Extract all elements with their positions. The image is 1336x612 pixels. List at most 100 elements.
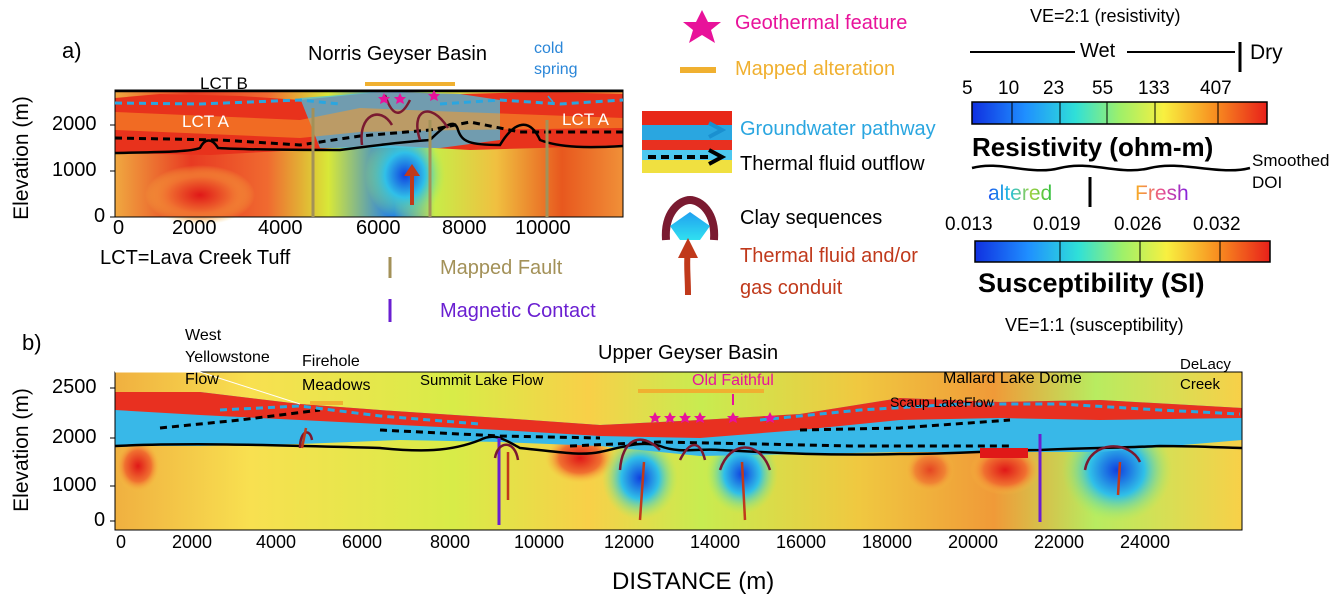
panel-a-ytick-2000-label: 2000	[52, 113, 97, 135]
resistivity-colorbar-ticks	[1011, 102, 1219, 124]
panel-b-alteration-old-faithful	[638, 389, 764, 393]
colorbar-graphics	[970, 42, 1271, 263]
panel-b-thermal-outflow-path	[159, 408, 1011, 448]
res-tick-5: 5	[962, 78, 973, 99]
panel-a-letter: a)	[62, 38, 82, 63]
panel-a-xtick-2000: 2000	[172, 217, 217, 239]
panel-b-alteration-firehole	[310, 401, 343, 405]
resistivity-title: Resistivity (ohm-m)	[972, 132, 1214, 162]
legend-conduit-label: Thermal fluid and/or gas conduit	[740, 245, 918, 299]
legend-alteration-label: Mapped alteration	[735, 58, 896, 80]
resistivity-colorbar	[971, 101, 1268, 125]
legend-geothermal-label: Geothermal feature	[735, 12, 908, 34]
lct-a-left-label: LCT A	[182, 112, 229, 131]
susceptibility-colorbar-ticks	[1059, 241, 1221, 262]
panel-b-xtick-10000: 10000	[514, 532, 565, 552]
panel-b-xtick-2000: 2000	[172, 532, 213, 552]
smoothed-doi-line	[971, 164, 1251, 172]
sus-tick-0026: 0.026	[1114, 214, 1162, 235]
panel-a-ytick-1000-label: 1000	[52, 159, 97, 181]
panel-a-thermal-outflow-path	[114, 120, 623, 147]
old-faithful-label: Old Faithful	[692, 372, 774, 389]
cold-spring-pointer	[547, 95, 554, 103]
firehole-label: Firehole Meadows	[302, 353, 371, 394]
panel-b-ylabel: Elevation (m)	[10, 388, 33, 512]
wet-label: Wet	[1080, 40, 1116, 62]
panel-a-base-contact-line	[114, 122, 624, 155]
panel-a-xtick-6000: 6000	[356, 217, 401, 239]
ve-resistivity-label: VE=2:1 (resistivity)	[1030, 6, 1181, 26]
panel-b-xtick-14000: 14000	[690, 532, 741, 552]
panel-b-xtick-8000: 8000	[430, 532, 471, 552]
summit-lake-label: Summit Lake Flow	[420, 372, 544, 389]
panel-b-anomaly-1	[116, 440, 160, 492]
susceptibility-title: Susceptibility (SI)	[978, 268, 1205, 298]
mallard-lake-label: Mallard Lake Dome	[943, 370, 1082, 387]
panel-a-mid-layer	[115, 108, 623, 138]
delacy-creek-label: DeLacy Creek	[1180, 356, 1231, 393]
pathway-swatch-icon	[642, 111, 732, 173]
panel-b-base-contact-line	[114, 435, 1243, 456]
panel-b-ytick-1000-label: 1000	[52, 474, 97, 496]
lct-a-right-label: LCT A	[562, 110, 609, 129]
panel-b-conduit-arrows	[300, 427, 1122, 521]
legend-graphics	[388, 10, 732, 322]
panel-a-xtick-10000: 10000	[515, 217, 571, 239]
panel-a-section	[110, 82, 624, 225]
panel-b-section	[110, 371, 1243, 531]
panel-a-xtick-8000: 8000	[442, 217, 487, 239]
panel-b-xtick-16000: 16000	[776, 532, 827, 552]
res-tick-10: 10	[998, 78, 1020, 99]
geothermal-star-icon	[683, 10, 721, 43]
ve-susceptibility-label: VE=1:1 (susceptibility)	[1005, 315, 1184, 335]
panel-a-xtick-0: 0	[113, 217, 125, 239]
altered-label: altered	[988, 182, 1053, 205]
panel-b-title: Upper Geyser Basin	[598, 342, 779, 364]
panel-a-groundwater-path	[114, 98, 624, 106]
susceptibility-colorbar	[974, 240, 1271, 263]
panel-b-xtick-18000: 18000	[862, 532, 913, 552]
west-yellowstone-label: West Yellowstone Flow	[185, 327, 270, 388]
res-tick-407: 407	[1200, 78, 1232, 99]
panel-b-xtick-24000: 24000	[1120, 532, 1171, 552]
panel-a-ylabel: Elevation (m)	[10, 96, 33, 220]
panel-b-topo-cut	[115, 371, 301, 405]
panel-b-ytick-2000-label: 2000	[52, 426, 97, 448]
fresh-label: Fresh	[1135, 182, 1189, 205]
panel-a-geothermal-stars	[378, 90, 440, 104]
res-tick-55: 55	[1092, 78, 1114, 99]
scaup-lake-label: Scaup LakeFlow	[890, 394, 994, 410]
panel-a-ytick-0-label: 0	[94, 205, 106, 227]
panel-b-xtick-4000: 4000	[256, 532, 297, 552]
lct-note: LCT=Lava Creek Tuff	[100, 247, 291, 269]
panel-b-resistive-cap	[115, 392, 1242, 438]
panel-a-mapped-alteration-bar	[365, 82, 455, 86]
panel-a-xtick-4000: 4000	[258, 217, 303, 239]
panel-a-conduit-arrowhead	[404, 164, 420, 176]
cold-spring-label: cold spring	[534, 40, 578, 78]
legend-clay-label: Clay sequences	[740, 207, 883, 229]
sus-tick-0013: 0.013	[945, 214, 993, 235]
res-tick-23: 23	[1043, 78, 1065, 99]
panel-b-xtick-0: 0	[116, 532, 127, 552]
panel-b-ytick-2500-label: 2500	[52, 376, 97, 398]
res-tick-133: 133	[1138, 78, 1170, 99]
legend-fault-label: Mapped Fault	[440, 257, 563, 279]
panel-a-ylabel-wrap: Elevation (m)	[7, 86, 37, 226]
dry-label: Dry	[1250, 41, 1283, 64]
panel-b-xtick-12000: 12000	[604, 532, 655, 552]
legend-thermal-outflow-label: Thermal fluid outflow	[740, 153, 925, 175]
panel-b-letter: b)	[22, 330, 42, 355]
panel-b-anomaly-7	[905, 448, 955, 492]
panel-a-clay-sequences	[360, 94, 450, 146]
panel-b-red-feature	[980, 448, 1028, 458]
sus-tick-0032: 0.032	[1193, 214, 1241, 235]
panel-b-geothermal-stars	[649, 412, 776, 423]
panel-b-xtick-6000: 6000	[342, 532, 383, 552]
panel-b-xtick-22000: 22000	[1034, 532, 1085, 552]
legend-groundwater-label: Groundwater pathway	[740, 118, 936, 140]
panel-b-ytick-0-label: 0	[94, 509, 106, 531]
panel-b-xlabel: DISTANCE (m)	[612, 568, 775, 595]
panel-b-xtick-20000: 20000	[948, 532, 999, 552]
